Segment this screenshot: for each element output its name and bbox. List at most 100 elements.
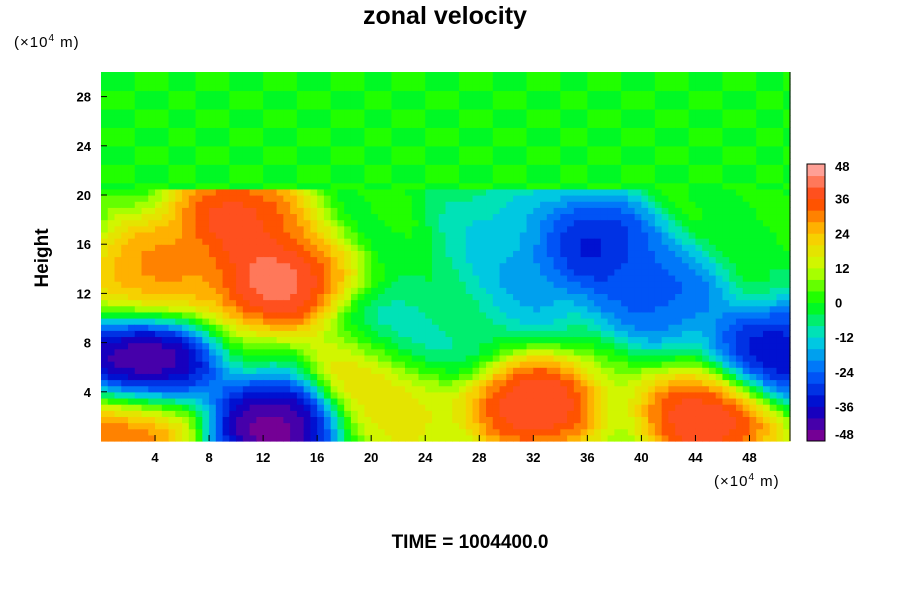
- heatmap-cell: [276, 311, 284, 319]
- heatmap-cell: [459, 182, 467, 190]
- heatmap-cell: [283, 121, 291, 128]
- heatmap-cell: [114, 238, 122, 245]
- heatmap-cell: [519, 324, 528, 331]
- heatmap-cell: [587, 127, 595, 135]
- heatmap-cell: [425, 348, 433, 356]
- heatmap-cell: [533, 145, 541, 153]
- heatmap-cell: [114, 78, 122, 85]
- heatmap-cell: [634, 268, 642, 276]
- heatmap-cell: [391, 410, 399, 417]
- heatmap-cell: [317, 108, 325, 116]
- heatmap-cell: [425, 361, 433, 368]
- heatmap-cell: [114, 373, 122, 381]
- heatmap-cell: [310, 404, 318, 411]
- heatmap-cell: [101, 225, 109, 233]
- heatmap-cell: [317, 90, 325, 98]
- heatmap-cell: [276, 379, 284, 387]
- heatmap-cell: [607, 318, 615, 325]
- heatmap-cell: [384, 145, 393, 153]
- heatmap-cell: [425, 145, 433, 153]
- heatmap-cell: [242, 78, 251, 85]
- heatmap-cell: [310, 72, 318, 79]
- heatmap-cell: [215, 115, 224, 122]
- heatmap-cell: [114, 281, 122, 288]
- heatmap-cell: [263, 404, 271, 411]
- heatmap-cell: [377, 145, 386, 153]
- heatmap-cell: [627, 231, 636, 239]
- heatmap-cell: [303, 318, 311, 325]
- heatmap-cell: [290, 348, 298, 356]
- heatmap-cell: [398, 367, 406, 374]
- heatmap-cell: [236, 404, 244, 411]
- heatmap-cell: [641, 299, 649, 307]
- heatmap-cell: [357, 311, 366, 319]
- heatmap-cell: [654, 373, 663, 381]
- heatmap-cell: [290, 416, 298, 424]
- heatmap-cell: [459, 287, 467, 294]
- heatmap-cell: [452, 182, 460, 190]
- heatmap-cell: [411, 256, 420, 264]
- heatmap-cell: [594, 422, 602, 430]
- heatmap-cell: [479, 96, 487, 104]
- heatmap-cell: [445, 170, 453, 178]
- heatmap-cell: [445, 102, 453, 110]
- heatmap-cell: [175, 213, 183, 221]
- heatmap-cell: [371, 274, 379, 282]
- heatmap-cell: [398, 207, 406, 215]
- heatmap-cell: [364, 391, 372, 399]
- heatmap-cell: [357, 428, 366, 436]
- heatmap-cell: [263, 188, 271, 196]
- heatmap-cell: [236, 219, 244, 227]
- heatmap-cell: [101, 207, 109, 215]
- heatmap-cell: [283, 361, 291, 368]
- heatmap-cell: [215, 287, 224, 294]
- heatmap-cell: [654, 422, 663, 430]
- heatmap-cell: [330, 164, 339, 171]
- heatmap-cell: [452, 145, 460, 153]
- heatmap-cell: [486, 416, 494, 424]
- heatmap-cell: [540, 207, 548, 215]
- heatmap-cell: [384, 158, 393, 165]
- heatmap-cell: [459, 238, 467, 245]
- heatmap-cell: [188, 90, 197, 98]
- heatmap-cell: [357, 121, 366, 128]
- heatmap-cell: [310, 231, 318, 239]
- heatmap-cell: [222, 133, 230, 141]
- heatmap-cell: [607, 207, 615, 215]
- heatmap-cell: [337, 250, 345, 258]
- heatmap-cell: [411, 72, 420, 79]
- heatmap-cell: [249, 361, 257, 368]
- heatmap-cell: [600, 115, 609, 122]
- heatmap-cell: [607, 90, 615, 98]
- heatmap-cell: [357, 299, 366, 307]
- heatmap-cell: [573, 145, 582, 153]
- heatmap-cell: [506, 127, 514, 135]
- heatmap-cell: [573, 422, 582, 430]
- heatmap-cell: [128, 207, 136, 215]
- heatmap-cell: [641, 170, 649, 178]
- heatmap-cell: [540, 262, 548, 270]
- heatmap-cell: [641, 115, 649, 122]
- heatmap-cell: [330, 231, 339, 239]
- heatmap-cell: [350, 164, 359, 171]
- heatmap-cell: [391, 428, 399, 436]
- heatmap-cell: [438, 391, 447, 399]
- heatmap-cell: [128, 318, 136, 325]
- heatmap-cell: [621, 311, 629, 319]
- heatmap-cell: [101, 416, 109, 424]
- heatmap-cell: [627, 145, 636, 153]
- heatmap-cell: [526, 324, 534, 331]
- heatmap-cell: [648, 410, 656, 417]
- heatmap-cell: [431, 428, 440, 436]
- heatmap-cell: [148, 231, 156, 239]
- heatmap-cell: [371, 176, 379, 184]
- heatmap-cell: [540, 416, 548, 424]
- heatmap-cell: [121, 256, 129, 264]
- heatmap-cell: [445, 293, 453, 301]
- heatmap-cell: [526, 72, 534, 79]
- heatmap-cell: [398, 410, 406, 417]
- heatmap-cell: [648, 397, 656, 405]
- heatmap-cell: [506, 115, 514, 122]
- heatmap-cell: [296, 158, 305, 165]
- heatmap-cell: [526, 84, 534, 92]
